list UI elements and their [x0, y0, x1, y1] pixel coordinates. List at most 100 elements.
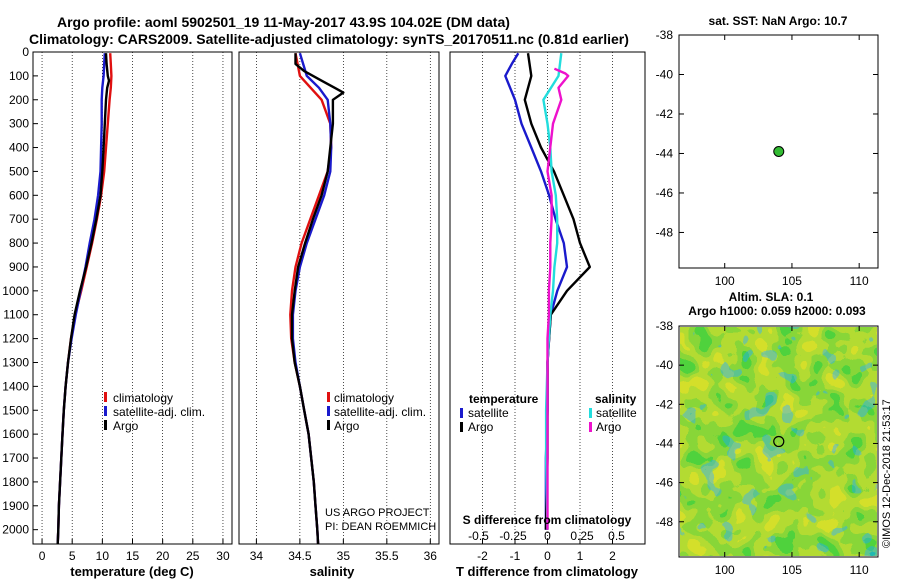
- legend-title-temperature: temperature: [469, 392, 539, 406]
- legend-label-sal-argo: Argo: [596, 420, 622, 434]
- x-tick-label: 105: [782, 274, 802, 288]
- y-tick-label: 0: [22, 45, 29, 59]
- x-tick-label: 25: [186, 549, 200, 563]
- x-tick-label: 100: [715, 563, 735, 577]
- salinity-gridlines: [256, 52, 431, 544]
- legend-swatch-argo: [327, 420, 330, 430]
- salinity-x-label: salinity: [310, 564, 356, 579]
- y-tick-label: 1400: [2, 379, 29, 393]
- x-tick-label: 15: [126, 549, 140, 563]
- x-tick-label: 35: [337, 549, 351, 563]
- legend-title-salinity: salinity: [595, 392, 637, 406]
- depth-y-ticks: 0 100 200 300 400 500 600 700 800 900 1000 1100 1200…: [2, 45, 38, 537]
- legend-label-argo: Argo: [334, 419, 360, 433]
- difference-legend: temperature satellite Argo salinity sate…: [460, 392, 637, 434]
- legend-swatch-satellite: [327, 406, 330, 416]
- legend-swatch-sal-argo: [589, 422, 592, 432]
- sla-heatmap: [680, 327, 877, 556]
- y-tick-label: 1700: [2, 451, 29, 465]
- s-tick-label: 0.5: [608, 529, 625, 543]
- x-tick-label: 34: [250, 549, 264, 563]
- x-tick-label: 36: [424, 549, 438, 563]
- difference-panel: -2 -1 0 1 2 -0.5 -0.25 0 0.25 0.5 temperature sa…: [449, 51, 646, 579]
- y-tick-label: 1100: [3, 308, 29, 322]
- sla-map-frame: [678, 325, 879, 558]
- salinity-x-ticks: 34 34.5 35 35.5 36: [250, 539, 438, 563]
- series-line-climatology: [289, 52, 333, 545]
- legend-label-argo: Argo: [113, 419, 139, 433]
- y-tick-label: 1200: [2, 332, 29, 346]
- sla-map-ticks: 100 105 110 -38 -40 -42 -44 -46 -48: [656, 319, 878, 577]
- temperature-series: [56, 53, 113, 545]
- legend-label-temp-argo: Argo: [468, 420, 494, 434]
- x-tick-label: -2: [477, 549, 488, 563]
- y-tick-label: -44: [656, 146, 674, 160]
- difference-gridlines: [482, 52, 613, 544]
- s-tick-label: 0: [544, 529, 551, 543]
- y-tick-label: -38: [656, 28, 674, 42]
- temperature-legend: climatology satellite-adj. clim. Argo: [104, 391, 205, 433]
- y-tick-label: -46: [656, 476, 674, 490]
- x-tick-label: 0: [39, 549, 46, 563]
- y-tick-label: -38: [656, 319, 674, 333]
- difference-series: [504, 52, 591, 530]
- salinity-difference-ticks: -0.5 -0.25 0 0.25 0.5: [468, 529, 625, 543]
- legend-swatch-satellite: [104, 406, 107, 416]
- legend-swatch-climatology: [104, 392, 107, 402]
- x-tick-label: 10: [96, 549, 110, 563]
- y-tick-label: 700: [9, 212, 29, 226]
- sla-map-panel: Altim. SLA: 0.1 Argo h1000: 0.059 h2000:…: [656, 290, 893, 577]
- legend-swatch-argo: [104, 420, 107, 430]
- x-tick-label: -1: [510, 549, 521, 563]
- legend-label-satellite: satellite-adj. clim.: [334, 405, 426, 419]
- y-tick-label: 1800: [2, 475, 29, 489]
- y-tick-label: -46: [656, 186, 674, 200]
- x-tick-label: 100: [715, 274, 735, 288]
- salinity-frame: [238, 51, 440, 545]
- y-tick-label: 1500: [2, 403, 29, 417]
- x-tick-label: 35.5: [375, 549, 399, 563]
- legend-label-climatology: climatology: [113, 391, 173, 405]
- y-tick-label: 600: [9, 188, 29, 202]
- x-tick-label: 0: [544, 549, 551, 563]
- series-line-argo: [290, 53, 345, 545]
- y-tick-label: 800: [9, 236, 29, 250]
- temperature-x-ticks: 0 5 10 15 20 25 30: [39, 539, 230, 563]
- y-tick-label: -42: [656, 107, 674, 121]
- series-line-satellite-adj-clim-: [56, 53, 106, 545]
- sla-map-title-2: Argo h1000: 0.059 h2000: 0.093: [688, 304, 866, 318]
- y-tick-label: 900: [9, 260, 29, 274]
- y-tick-label: 200: [9, 93, 29, 107]
- x-tick-label: 34.5: [288, 549, 312, 563]
- salinity-legend: climatology satellite-adj. clim. Argo: [327, 391, 426, 433]
- legend-label-temp-satellite: satellite: [468, 406, 509, 420]
- difference-frame: [449, 51, 646, 545]
- y-tick-label: -44: [656, 436, 674, 450]
- t-difference-label: T difference from climatology: [456, 564, 639, 579]
- series-line-climatology: [56, 53, 113, 545]
- argo-float-marker: [773, 435, 785, 448]
- x-tick-label: 110: [850, 563, 869, 577]
- y-tick-label: 300: [9, 117, 29, 131]
- legend-label-sal-satellite: satellite: [596, 406, 637, 420]
- y-tick-label: 500: [9, 164, 29, 178]
- legend-swatch-sal-satellite: [589, 408, 592, 418]
- s-tick-label: -0.5: [468, 529, 489, 543]
- difference-x-ticks: -2 -1 0 1 2: [477, 539, 616, 563]
- legend-label-climatology: climatology: [334, 391, 394, 405]
- s-difference-label: S difference from climatology: [463, 513, 632, 527]
- x-tick-label: 30: [216, 549, 230, 563]
- y-tick-label: 1000: [2, 284, 29, 298]
- series-line-salinity-argo: [546, 67, 570, 530]
- x-tick-label: 5: [69, 549, 76, 563]
- s-tick-label: -0.25: [499, 529, 527, 543]
- legend-label-satellite: satellite-adj. clim.: [113, 405, 205, 419]
- x-tick-label: 105: [782, 563, 802, 577]
- x-tick-label: 20: [156, 549, 170, 563]
- s-tick-label: 0.25: [570, 529, 594, 543]
- y-tick-label: 2000: [2, 523, 29, 537]
- temperature-panel: 0 5 10 15 20 25 30 0 100 200 300 400 500 600 700 800 90…: [2, 45, 233, 579]
- temperature-gridlines: [41, 52, 224, 544]
- y-tick-label: 100: [9, 69, 29, 83]
- x-tick-label: 1: [577, 549, 584, 563]
